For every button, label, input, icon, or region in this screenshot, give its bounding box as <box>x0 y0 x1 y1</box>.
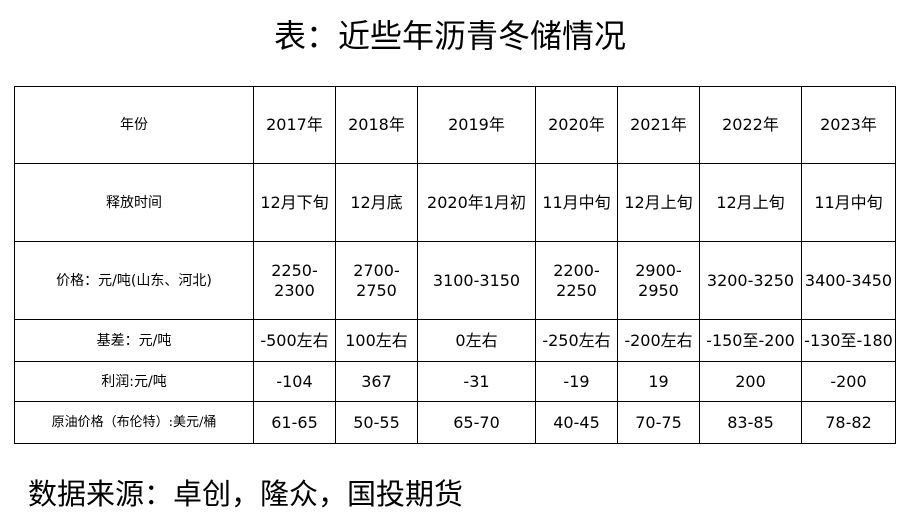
table-cell: 3400-3450 <box>801 241 896 320</box>
table-cell: 12月上旬 <box>617 163 700 242</box>
table-cell: 367 <box>335 361 418 402</box>
table-cell: -104 <box>253 361 336 402</box>
year-cell: 2020年 <box>535 86 618 164</box>
table-cell: 83-85 <box>699 401 802 444</box>
table-cell: -150至-200 <box>699 319 802 362</box>
table-cell: 61-65 <box>253 401 336 444</box>
table-cell: -130至-180 <box>801 319 896 362</box>
year-cell: 2017年 <box>253 86 336 164</box>
table-cell: 200 <box>699 361 802 402</box>
row-label: 利润:元/吨 <box>14 361 254 402</box>
release-time-row: 释放时间 12月下旬 12月底 2020年1月初 11月中旬 12月上旬 12月… <box>14 163 896 242</box>
table-cell: 12月底 <box>335 163 418 242</box>
header-row: 年份 2017年 2018年 2019年 2020年 2021年 2022年 2… <box>14 86 896 164</box>
profit-row: 利润:元/吨 -104 367 -31 -19 19 200 -200 <box>14 361 896 402</box>
header-label-cell: 年份 <box>14 86 254 164</box>
row-label: 价格：元/吨(山东、河北) <box>14 241 254 320</box>
table-cell: 70-75 <box>617 401 700 444</box>
year-cell: 2018年 <box>335 86 418 164</box>
table-cell: 50-55 <box>335 401 418 444</box>
page-title: 表：近些年沥青冬储情况 <box>273 17 626 55</box>
table-cell: -31 <box>417 361 536 402</box>
table-cell: 2250-2300 <box>253 241 336 320</box>
table-cell: -200左右 <box>617 319 700 362</box>
table-cell: 11月中旬 <box>801 163 896 242</box>
table-cell: 2020年1月初 <box>417 163 536 242</box>
year-cell: 2023年 <box>801 86 896 164</box>
table-cell: 2700-2750 <box>335 241 418 320</box>
table-cell: -500左右 <box>253 319 336 362</box>
table-cell: -200 <box>801 361 896 402</box>
table-cell: 2900-2950 <box>617 241 700 320</box>
data-source-note: 数据来源：卓创，隆众，国投期货 <box>28 477 464 511</box>
price-row: 价格：元/吨(山东、河北) 2250-2300 2700-2750 3100-3… <box>14 241 896 320</box>
winter-storage-table: 年份 2017年 2018年 2019年 2020年 2021年 2022年 2… <box>14 86 896 444</box>
basis-row: 基差：元/吨 -500左右 100左右 0左右 -250左右 -200左右 -1… <box>14 319 896 362</box>
table-cell: -19 <box>535 361 618 402</box>
table-cell: 100左右 <box>335 319 418 362</box>
crude-oil-price-row: 原油价格（布伦特）:美元/桶 61-65 50-55 65-70 40-45 7… <box>14 401 896 444</box>
table-cell: 12月上旬 <box>699 163 802 242</box>
table-cell: -250左右 <box>535 319 618 362</box>
row-label: 原油价格（布伦特）:美元/桶 <box>14 401 254 444</box>
table-cell: 2200-2250 <box>535 241 618 320</box>
row-label: 基差：元/吨 <box>14 319 254 362</box>
table-cell: 11月中旬 <box>535 163 618 242</box>
table-cell: 40-45 <box>535 401 618 444</box>
table-cell: 3200-3250 <box>699 241 802 320</box>
table-cell: 19 <box>617 361 700 402</box>
year-cell: 2021年 <box>617 86 700 164</box>
table-cell: 3100-3150 <box>417 241 536 320</box>
table-cell: 78-82 <box>801 401 896 444</box>
table-cell: 0左右 <box>417 319 536 362</box>
row-label: 释放时间 <box>14 163 254 242</box>
table-cell: 65-70 <box>417 401 536 444</box>
year-cell: 2019年 <box>417 86 536 164</box>
year-cell: 2022年 <box>699 86 802 164</box>
table-cell: 12月下旬 <box>253 163 336 242</box>
